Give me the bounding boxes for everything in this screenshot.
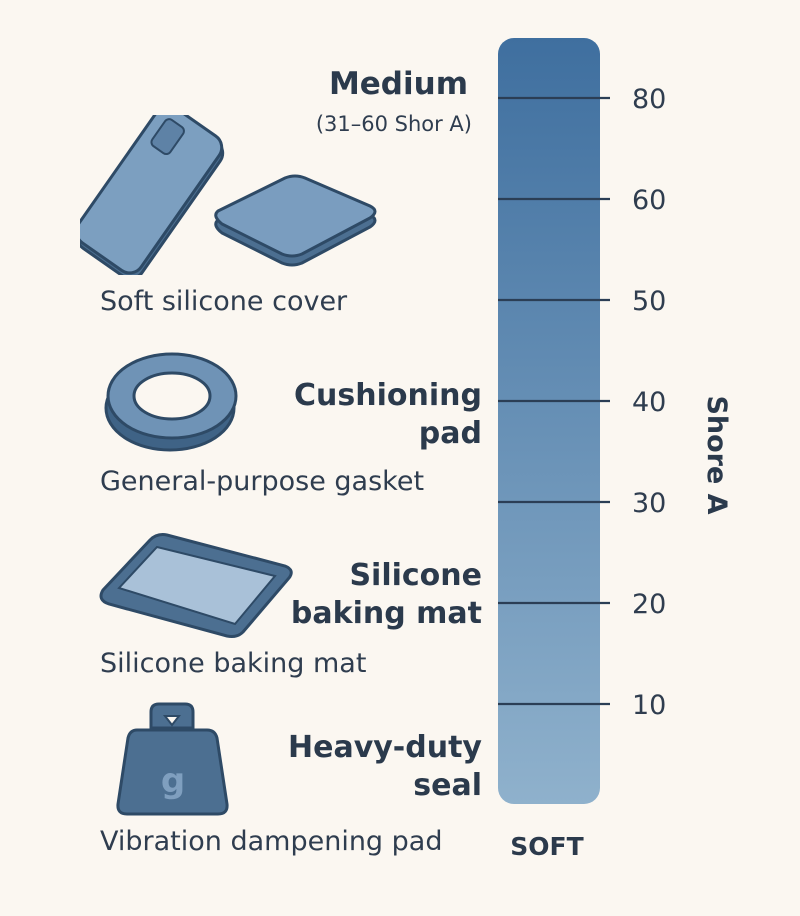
scale-label-line: Heavy-duty xyxy=(288,730,482,765)
hardness-scale: 80 60 50 40 30 20 10 Shore A SOFT xyxy=(498,38,732,861)
range-subtitle: (31–60 Shor A) xyxy=(315,112,472,136)
weight-icon: g xyxy=(115,700,230,820)
phone-case-and-pad-icon xyxy=(80,115,385,275)
scale-tick-label: 40 xyxy=(632,387,666,418)
scale-tick-label: 50 xyxy=(632,286,666,317)
item-label-soft-silicone-cover: Soft silicone cover xyxy=(100,286,348,317)
scale-label-line: baking mat xyxy=(290,596,482,631)
scale-tick-label: 10 xyxy=(632,690,666,721)
scale-label-line: Cushioning xyxy=(294,378,482,413)
scale-label-heavy-duty-seal: Heavy-duty seal xyxy=(270,729,482,805)
scale-label-line: pad xyxy=(418,416,482,451)
item-label-silicone-baking-mat: Silicone baking mat xyxy=(100,648,367,679)
range-title: Medium xyxy=(328,66,468,102)
axis-title: Shore A xyxy=(701,395,732,514)
scale-label-line: seal xyxy=(413,768,482,803)
scale-label-line: Silicone xyxy=(349,558,482,593)
item-label-vibration-dampening-pad: Vibration dampening pad xyxy=(100,826,443,857)
scale-label-silicone-baking-mat: Silicone baking mat xyxy=(270,557,482,633)
scale-bar xyxy=(498,38,600,804)
scale-tick-label: 30 xyxy=(632,488,666,519)
scale-tick-label: 80 xyxy=(632,84,666,115)
weight-letter: g xyxy=(161,761,185,801)
scale-label-cushioning-pad: Cushioning pad xyxy=(270,377,482,453)
scale-tick-label: 60 xyxy=(632,185,666,216)
baking-mat-icon xyxy=(95,528,300,643)
scale-bottom-label: SOFT xyxy=(510,832,583,861)
item-label-general-purpose-gasket: General-purpose gasket xyxy=(100,466,425,497)
scale-tick-label: 20 xyxy=(632,589,666,620)
ring-gasket-icon xyxy=(100,350,245,455)
